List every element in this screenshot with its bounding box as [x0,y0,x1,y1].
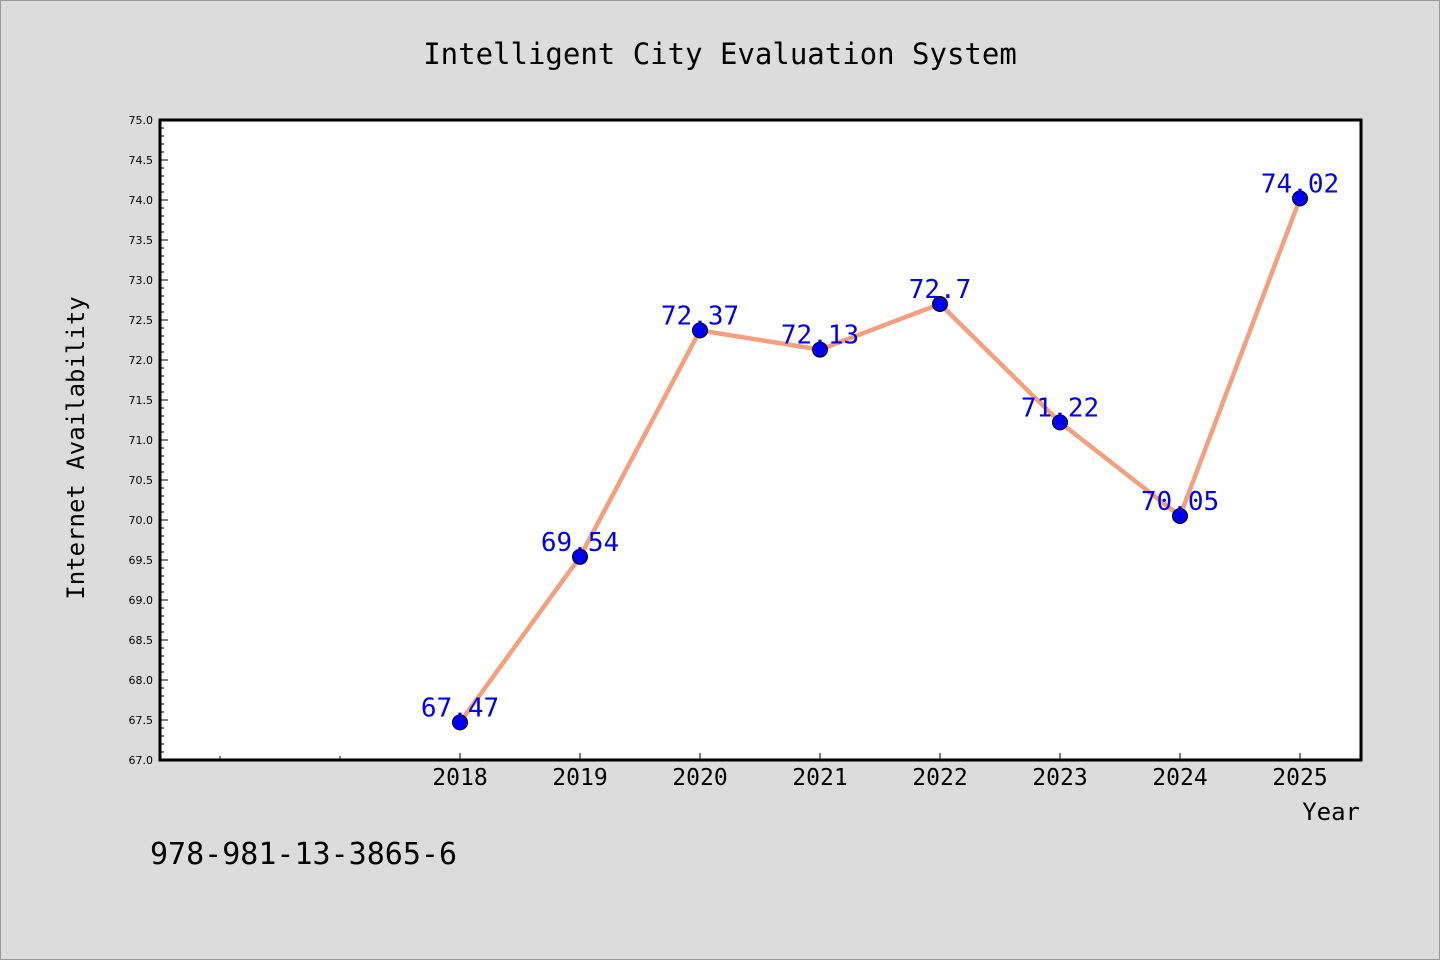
y-axis-ticks: 67.0 67.5 68.0 68.5 69.0 69.5 70.0 70.5 71.0 71.5… [129,114,168,767]
y-tick-label: 69.5 [129,554,154,567]
y-tick-label: 72.5 [129,314,154,327]
data-point [1172,508,1188,524]
y-tick-label: 70.5 [129,474,154,487]
data-labels: 67.47 69.54 72.37 72.13 72.7 71.22 70.05 74.02 [421,169,1339,723]
y-tick-label: 75.0 [129,114,154,127]
y-tick-label: 68.5 [129,634,154,647]
data-label: 72.13 [781,321,859,351]
y-tick-label: 73.0 [129,274,154,287]
series-line [457,196,1303,725]
data-point [932,296,948,312]
data-point [812,341,828,358]
x-tick-label: 2025 [1272,765,1327,791]
x-tick-label: 2021 [792,765,847,791]
series-markers [452,190,1308,731]
x-axis-ticks: 2018 2019 2020 2021 2022 2023 2024 2025 [219,753,1328,791]
data-point [452,714,468,731]
data-point [572,548,588,565]
x-tick-label: 2019 [552,765,607,791]
y-tick-label: 67.0 [129,754,154,767]
y-tick-label: 74.0 [129,194,154,207]
data-label: 69.54 [541,528,619,558]
chart-title: Intelligent City Evaluation System [423,37,1017,71]
data-label: 70.05 [1141,487,1219,517]
plot-area [158,118,1363,762]
data-label: 67.47 [421,693,499,723]
data-point [1052,414,1068,431]
y-tick-label: 72.0 [129,354,154,367]
data-label: 72.7 [909,275,972,305]
y-axis-label: Internet Availability [62,296,90,599]
data-label: 72.37 [661,301,739,331]
footer-isbn-text: 978-981-13-3865-6 [150,837,457,872]
x-axis-label: Year [1302,798,1360,826]
x-tick-label: 2022 [912,765,967,791]
y-tick-label: 73.5 [129,234,154,247]
y-tick-label: 69.0 [129,594,154,607]
data-label: 74.02 [1261,169,1339,199]
data-point [1292,190,1308,207]
x-tick-label: 2023 [1032,765,1087,791]
y-tick-label: 74.5 [129,154,154,167]
y-tick-label: 71.0 [129,434,154,447]
y-tick-label: 70.0 [129,514,154,527]
x-tick-label: 2020 [672,765,727,791]
y-tick-label: 67.5 [129,714,154,727]
series-line-group [457,196,1303,725]
x-tick-label: 2018 [432,765,487,791]
y-tick-label: 71.5 [129,394,154,407]
x-tick-label: 2024 [1152,765,1207,791]
data-label: 71.22 [1021,393,1099,423]
y-tick-label: 68.0 [129,674,154,687]
data-point [692,322,708,339]
